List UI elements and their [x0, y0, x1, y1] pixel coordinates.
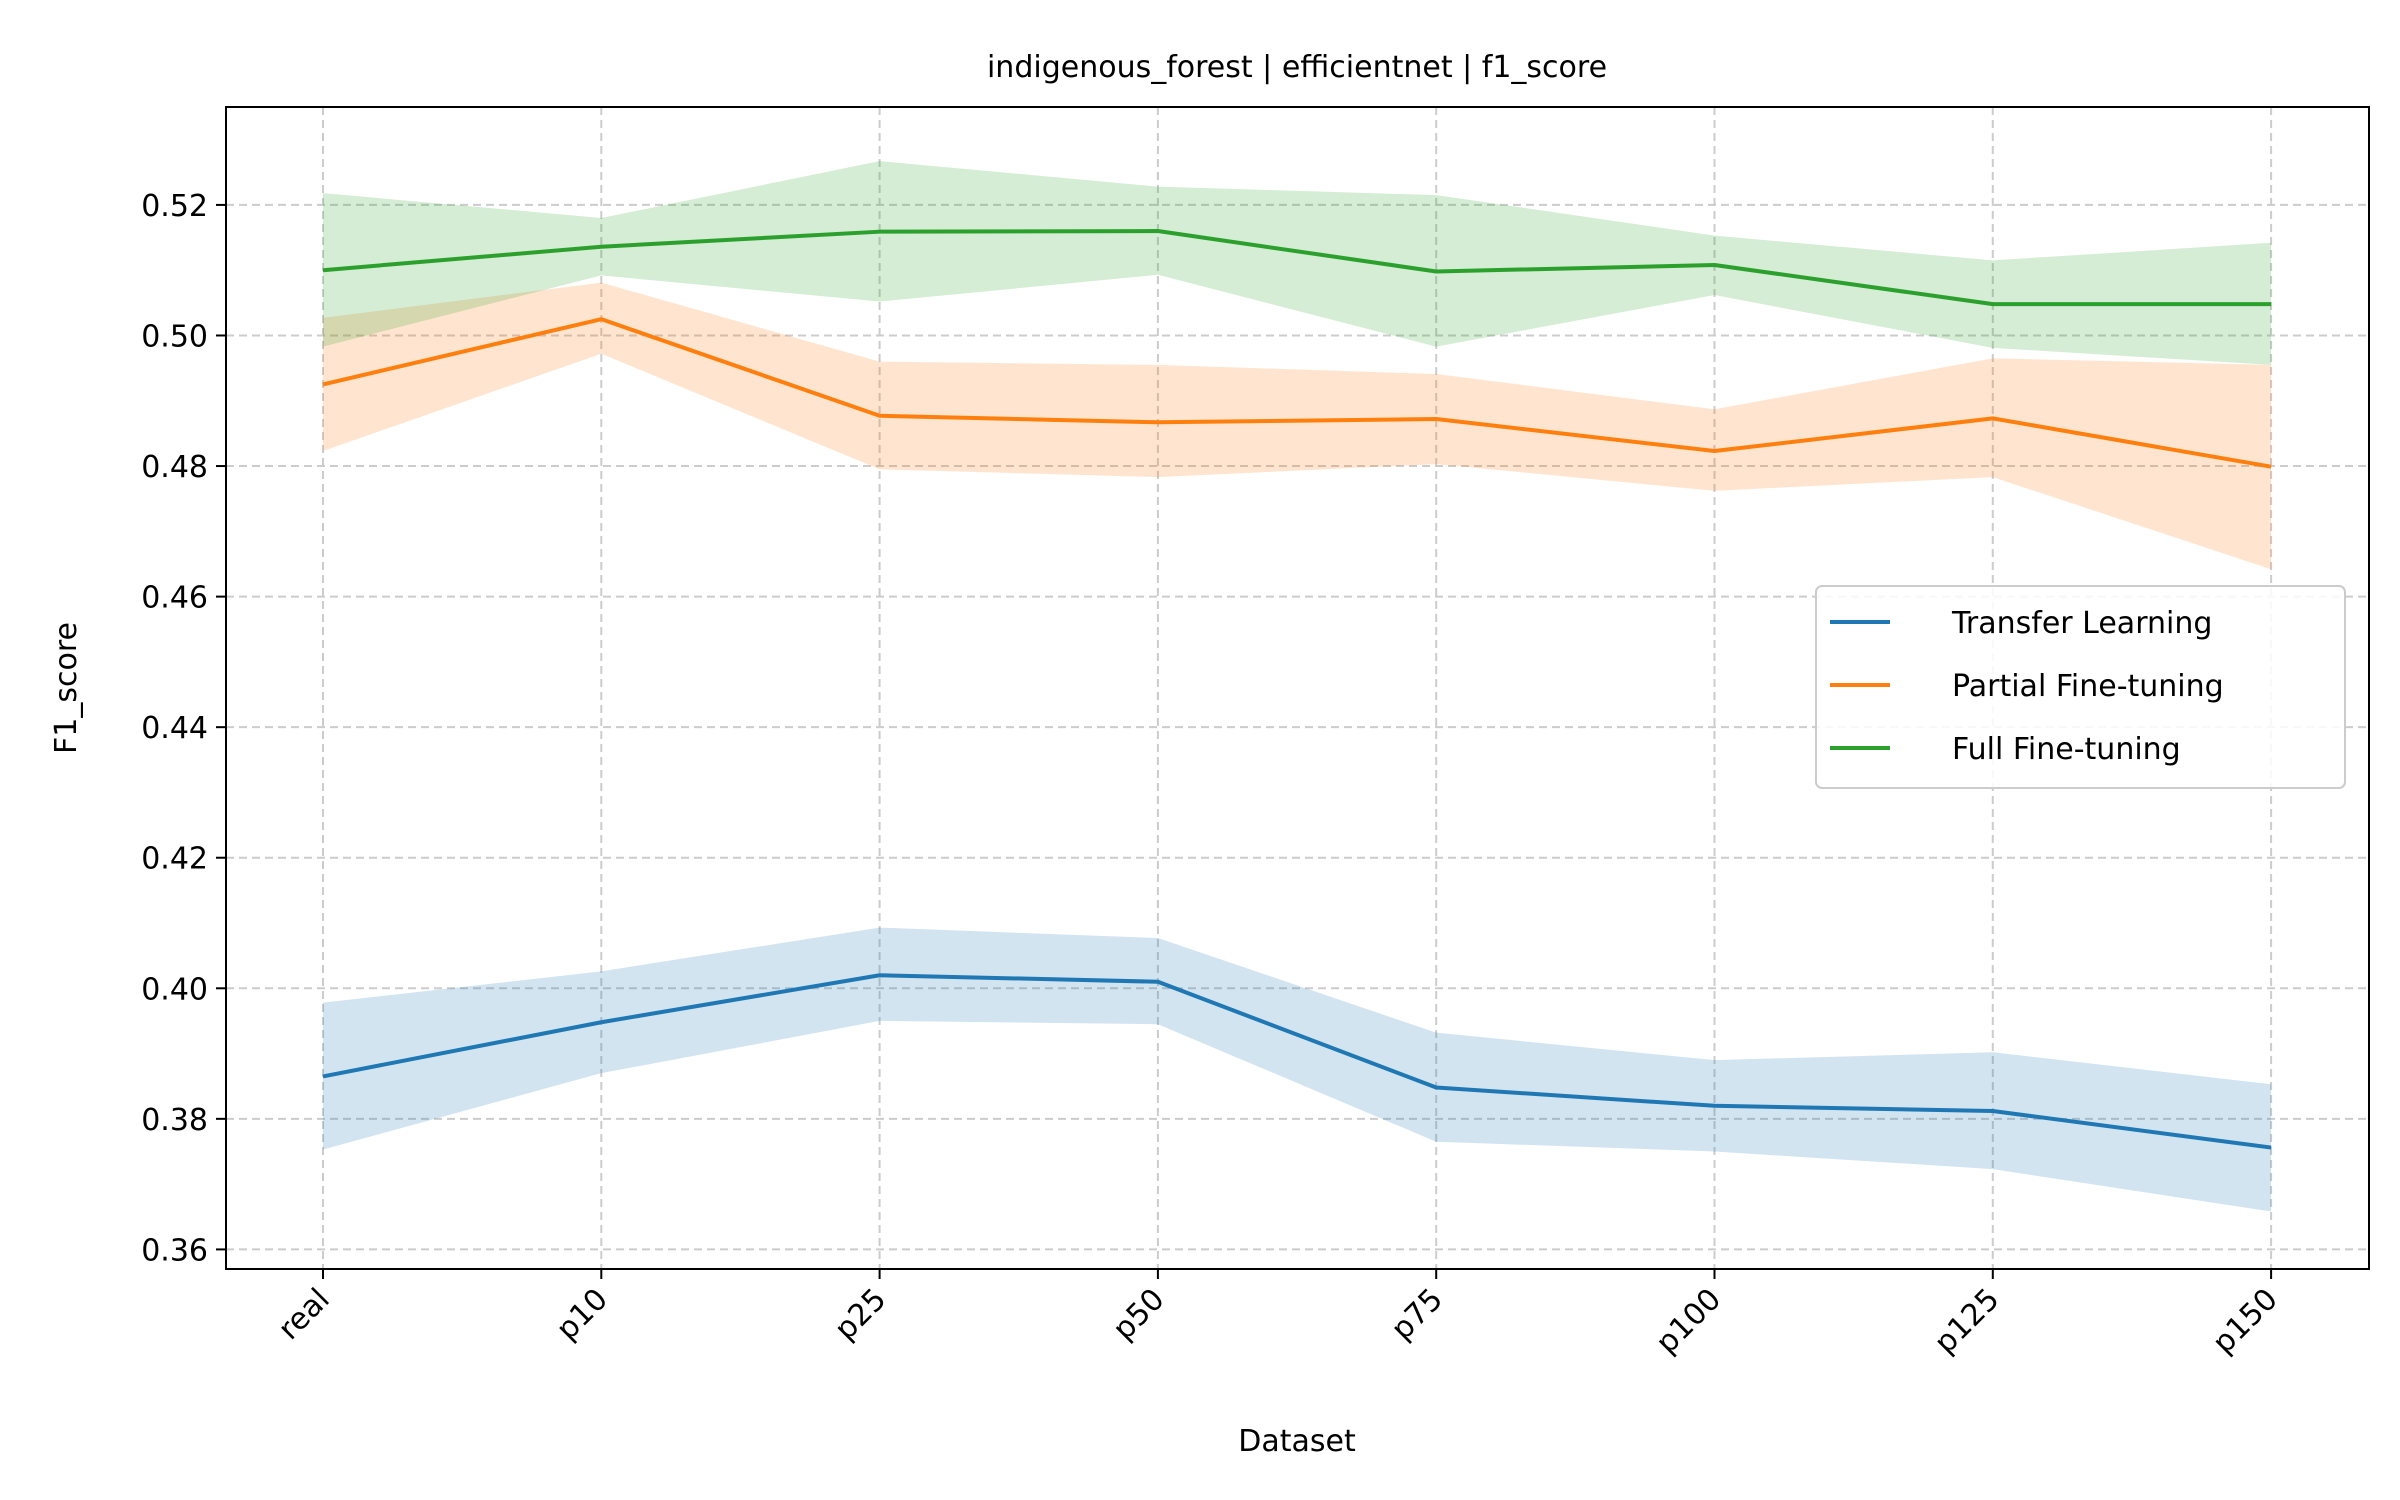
grid-lines	[226, 107, 2369, 1269]
plot-area-frame	[225, 106, 2370, 1270]
legend-label: Full Fine-tuning	[1952, 732, 2181, 767]
legend: Transfer Learning Partial Fine-tuning Full…	[1815, 585, 2346, 789]
x-tick-label: p150	[2206, 1282, 2285, 1361]
y-tick-label: 0.50	[141, 319, 208, 354]
x-tick-label: p100	[1649, 1282, 1728, 1361]
y-tick-label: 0.38	[141, 1103, 208, 1138]
y-tick-label: 0.40	[141, 972, 208, 1007]
y-tick-label: 0.36	[141, 1233, 208, 1268]
x-tick-label: p25	[828, 1282, 893, 1347]
x-tick-label: p125	[1928, 1282, 2007, 1361]
legend-label: Partial Fine-tuning	[1952, 669, 2224, 704]
confidence-bands	[323, 161, 2272, 1212]
series-lines	[322, 229, 2272, 1150]
series-line-1	[322, 317, 2272, 469]
y-tick-label: 0.44	[141, 711, 208, 746]
legend-box	[1815, 585, 2346, 789]
legend-label: Transfer Learning	[1951, 606, 2212, 641]
confidence-band-series-1	[323, 282, 2272, 570]
y-axis: 0.36 0.38 0.40 0.42 0.44 0.46 0.48 0.50 0.52	[141, 189, 226, 1268]
series-line-0	[322, 973, 2272, 1150]
confidence-band-series-0	[323, 927, 2272, 1212]
x-tick-label: p75	[1385, 1282, 1450, 1347]
y-tick-label: 0.48	[141, 450, 208, 485]
y-tick-label: 0.42	[141, 842, 208, 877]
x-axis: real p10 p25 p50 p75 p100 p125 p150	[272, 1269, 2285, 1361]
y-axis-label: F1_score	[49, 622, 84, 754]
x-tick-label: real	[272, 1282, 337, 1347]
x-tick-label: p10	[550, 1282, 615, 1347]
y-tick-label: 0.52	[141, 189, 208, 224]
series-line-2	[322, 229, 2272, 307]
x-tick-label: p50	[1106, 1282, 1171, 1347]
y-tick-label: 0.46	[141, 581, 208, 616]
confidence-band-series-2	[323, 161, 2272, 365]
chart-title: indigenous_forest | efficientnet | f1_sc…	[987, 50, 1607, 85]
x-axis-label: Dataset	[1238, 1424, 1356, 1459]
